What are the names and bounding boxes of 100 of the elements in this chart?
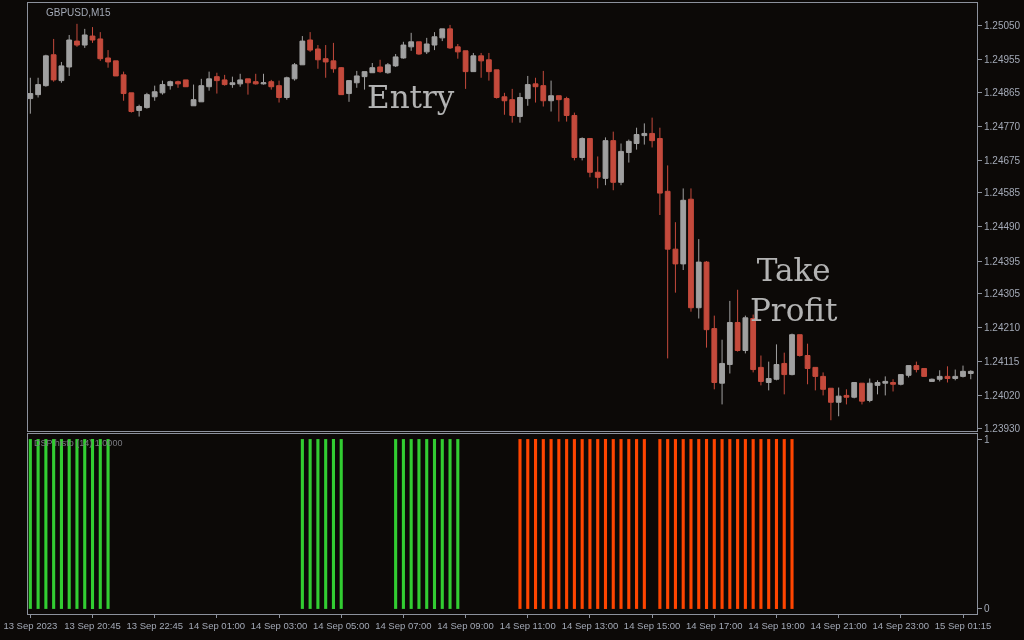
candlestick [789,333,795,376]
y-tick-label: 1.24675 [984,154,1021,166]
y-tick-label: 1.24770 [984,120,1021,132]
candlestick [74,23,80,48]
candlestick [353,70,360,89]
candlestick [649,117,656,148]
x-tick-label: 14 Sep 21:00 [810,620,867,632]
x-tick-label: 14 Sep 17:00 [686,620,743,632]
candlestick [213,72,220,95]
candlestick [936,369,943,382]
annotation: Entry [367,79,455,115]
x-tick-label: 14 Sep 19:00 [748,620,805,632]
candlestick [960,365,966,378]
candlestick [859,382,865,405]
candlestick [602,136,609,186]
candlestick [315,44,321,70]
candlestick [252,73,259,86]
candlestick [283,76,290,101]
candlestick [625,139,632,164]
candlestick [618,143,624,186]
candlestick [50,38,57,83]
candlestick [695,238,702,320]
candlestick [921,367,928,377]
candlestick [657,127,663,216]
candlestick [346,80,352,103]
candlestick [897,374,904,386]
candlestick [35,77,41,99]
candlestick [408,32,415,52]
candlestick [268,79,275,91]
candlestick [929,378,935,382]
y-tick-label: 1.24585 [984,187,1021,199]
candlestick [905,365,912,378]
x-tick-label: 14 Sep 07:00 [375,620,432,632]
candlestick [245,78,251,96]
candlestick [610,131,617,191]
candlestick [28,77,34,115]
candlestick [416,41,422,56]
candlestick [221,74,228,87]
candlestick [827,387,834,421]
candlestick [594,155,601,189]
candlestick [555,95,562,123]
candlestick [548,80,554,113]
x-tick-label: 14 Sep 23:00 [872,620,930,632]
candlestick [486,52,492,82]
candlestick [726,300,733,374]
candlestick [260,73,267,86]
candlestick [952,369,959,381]
candlestick [758,355,764,386]
candlestick [462,50,469,90]
candlestick [58,61,65,84]
candlestick [680,187,687,271]
x-tick-label: 13 Sep 2023 [3,620,58,632]
candlestick [454,43,461,60]
candlestick [742,315,749,354]
candlestick [820,371,826,396]
candlestick [447,24,453,50]
x-tick-label: 14 Sep 09:00 [437,620,494,632]
candlestick [206,71,212,92]
x-tick-label: 14 Sep 01:00 [188,620,246,632]
x-tick-label: 14 Sep 03:00 [250,620,308,632]
candlestick [524,75,531,107]
y-tick-label: 1.24490 [984,221,1021,233]
candlestick [587,137,593,178]
candlestick [835,387,842,417]
y-tick-label: 0 [984,603,990,615]
candlestick [944,365,951,383]
candlestick [734,289,741,353]
candlestick [967,369,974,380]
y-tick-label: 1.24305 [984,287,1021,299]
candlestick [182,79,189,88]
y-tick-label: 1.24865 [984,86,1021,98]
x-tick-label: 15 Sep 01:15 [934,620,992,632]
x-tick-label: 14 Sep 13:00 [561,620,619,632]
candlestick [136,104,143,118]
candlestick [890,378,896,392]
candlestick [112,60,119,77]
x-tick-label: 14 Sep 11:00 [499,620,556,632]
y-tick-label: 1.24020 [984,390,1021,402]
x-tick-label: 13 Sep 20:45 [64,620,121,632]
candlestick [66,34,73,77]
candlestick [237,73,244,88]
candlestick [377,59,383,74]
x-tick-label: 14 Sep 15:00 [623,620,681,632]
candlestick [781,352,788,395]
candlestick [229,76,236,89]
y-tick-label: 1.24955 [984,54,1021,66]
candlestick [851,381,858,399]
y-tick-label: 1.24395 [984,255,1021,267]
candlestick [843,388,850,405]
x-tick-label: 13 Sep 22:45 [126,620,183,632]
candlestick [579,136,586,161]
candlestick [42,54,49,88]
candlestick [144,92,150,110]
candlestick [478,52,485,79]
candlestick [517,92,523,124]
y-tick-label: 1.23930 [984,422,1021,434]
candlestick [276,80,282,104]
candlestick [796,334,803,358]
annotation: Take Profit [750,252,839,329]
candlestick [384,62,391,75]
